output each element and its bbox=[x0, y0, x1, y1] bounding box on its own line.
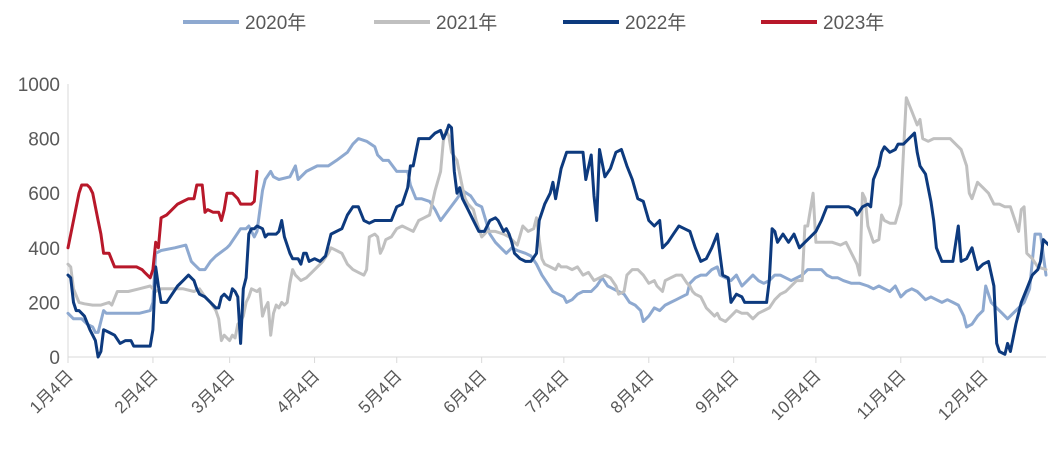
x-tick-label: 10月4日 bbox=[767, 366, 825, 424]
series-line-0 bbox=[66, 137, 1048, 334]
x-tick-label: 6月4日 bbox=[440, 366, 491, 417]
x-tick-label: 12月4日 bbox=[934, 366, 992, 424]
y-tick-label: 200 bbox=[28, 293, 60, 314]
axes bbox=[67, 84, 1046, 358]
series-line-2 bbox=[66, 123, 1048, 359]
legend-label: 2021年 bbox=[436, 12, 497, 34]
legend-label: 2020年 bbox=[245, 12, 306, 34]
y-tick-label: 0 bbox=[49, 348, 60, 369]
y-ticks: 0 200 400 600 800 1000 bbox=[18, 75, 60, 369]
x-tick-label: 2月4日 bbox=[111, 366, 162, 417]
x-tick-label: 11月4日 bbox=[853, 366, 910, 423]
x-ticks: 1月4日 2月4日 3月4日 4月4日 5月4日 6月4日 7月4日 8月4日 9月4日 10月4… bbox=[26, 357, 992, 424]
x-tick-label: 1月4日 bbox=[26, 366, 77, 417]
x-tick-label: 4月4日 bbox=[273, 366, 324, 417]
series-lines bbox=[66, 96, 1048, 359]
x-tick-label: 9月4日 bbox=[692, 366, 743, 417]
y-tick-label: 1000 bbox=[18, 75, 60, 96]
legend-label: 2023年 bbox=[823, 12, 884, 34]
y-tick-label: 800 bbox=[28, 130, 60, 151]
y-tick-label: 600 bbox=[28, 184, 60, 205]
x-tick-label: 5月4日 bbox=[355, 366, 406, 417]
y-tick-label: 400 bbox=[28, 239, 60, 260]
legend-label: 2022年 bbox=[625, 12, 686, 34]
x-tick-label: 7月4日 bbox=[522, 366, 573, 417]
legend: 2020年 2021年 2022年 2023年 bbox=[183, 12, 884, 34]
series-line-3 bbox=[66, 169, 259, 280]
x-tick-label: 3月4日 bbox=[188, 366, 239, 417]
x-tick-label: 8月4日 bbox=[607, 366, 658, 417]
series-line-1 bbox=[66, 96, 1048, 343]
